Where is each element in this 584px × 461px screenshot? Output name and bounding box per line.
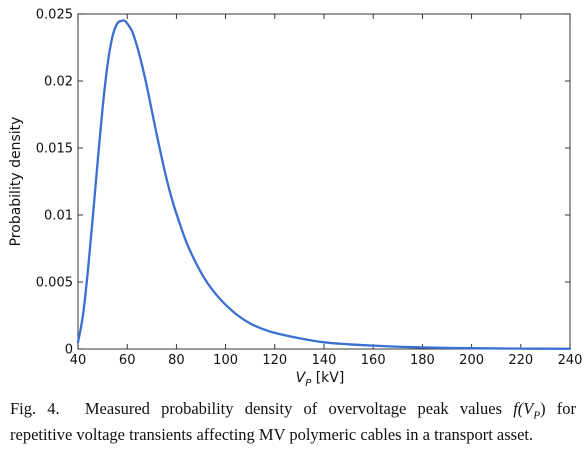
x-tick-label: 100 (213, 353, 238, 368)
y-tick-label: 0.005 (36, 276, 73, 291)
caption-math: f(VP) (513, 399, 546, 422)
y-tick-label: 0.015 (36, 142, 73, 157)
x-axis-title-subscript: P (305, 378, 312, 389)
x-tick-label: 80 (168, 353, 185, 368)
y-tick-label: 0.01 (44, 209, 73, 224)
caption-line-1: Fig. 4. Measured probability density of … (10, 399, 576, 425)
x-tick-label: 160 (361, 353, 386, 368)
x-tick-label: 240 (558, 353, 583, 368)
caption-line-1-end: for (556, 399, 577, 418)
y-tick-label: 0.025 (36, 8, 73, 23)
chart-ticks: 40 60 80 100 120 140 160 180 200 220 240 0 0.005 0.01… (36, 8, 583, 369)
chart-axis-titles: Probability density VP [kV] (8, 117, 344, 389)
caption-math-close: ) (540, 399, 546, 418)
x-axis-title-symbol: V (296, 370, 307, 386)
x-tick-label: 60 (119, 353, 136, 368)
x-tick-label: 180 (410, 353, 435, 368)
x-tick-label: 220 (508, 353, 533, 368)
caption-figure-label: Fig. 4. (10, 399, 60, 418)
caption-line-2: repetitive voltage transients affecting … (10, 425, 534, 445)
x-axis-title-unit: [kV] (311, 370, 344, 386)
chart-axes (77, 13, 571, 350)
x-tick-label: 120 (262, 353, 287, 368)
x-tick-label: 200 (459, 353, 484, 368)
x-tick-label: 40 (70, 353, 87, 368)
probability-density-chart: 40 60 80 100 120 140 160 180 200 220 240 0 0.005 0.01… (8, 8, 583, 390)
y-tick-label: 0 (65, 343, 73, 358)
caption-math-open: f(V (513, 399, 534, 418)
x-tick-label: 140 (312, 353, 337, 368)
chart-series (76, 19, 572, 350)
x-axis-title: VP [kV] (296, 370, 345, 389)
caption-math-subscript: P (533, 409, 541, 422)
density-curve (76, 19, 572, 350)
y-tick-label: 0.02 (44, 75, 73, 90)
figure-caption: Fig. 4. Measured probability density of … (10, 399, 576, 445)
plot-frame (77, 13, 571, 350)
caption-line-1-text: Measured probability density of overvolt… (84, 399, 502, 418)
y-axis-title: Probability density (8, 117, 24, 247)
